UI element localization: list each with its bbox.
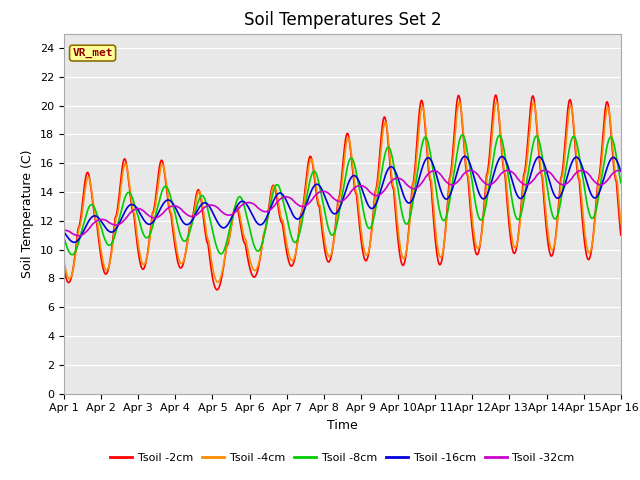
Tsoil -8cm bbox=[617, 179, 625, 184]
Tsoil -8cm bbox=[458, 132, 466, 138]
Line: Tsoil -2cm: Tsoil -2cm bbox=[64, 95, 621, 290]
Tsoil -2cm bbox=[60, 265, 68, 271]
Tsoil -8cm bbox=[60, 235, 68, 241]
Tsoil -2cm bbox=[397, 257, 404, 263]
Line: Tsoil -4cm: Tsoil -4cm bbox=[64, 102, 621, 282]
Tsoil -4cm bbox=[617, 220, 625, 226]
Tsoil -4cm bbox=[397, 248, 404, 253]
Tsoil -16cm bbox=[461, 153, 468, 159]
Text: VR_met: VR_met bbox=[72, 48, 113, 58]
Tsoil -2cm bbox=[617, 232, 625, 238]
Tsoil -32cm bbox=[406, 185, 414, 191]
Tsoil -2cm bbox=[406, 205, 414, 211]
Tsoil -8cm bbox=[216, 251, 223, 256]
Y-axis label: Soil Temperature (C): Soil Temperature (C) bbox=[22, 149, 35, 278]
Tsoil -32cm bbox=[60, 228, 68, 233]
Tsoil -4cm bbox=[214, 279, 221, 285]
Tsoil -2cm bbox=[492, 92, 499, 98]
Tsoil -4cm bbox=[493, 99, 500, 105]
Tsoil -4cm bbox=[60, 258, 68, 264]
Tsoil -8cm bbox=[180, 238, 188, 244]
Tsoil -2cm bbox=[617, 231, 625, 237]
Tsoil -16cm bbox=[180, 220, 188, 226]
Tsoil -16cm bbox=[564, 170, 572, 176]
Tsoil -32cm bbox=[75, 233, 83, 239]
Tsoil -32cm bbox=[617, 168, 625, 174]
Tsoil -8cm bbox=[406, 212, 414, 218]
Tsoil -2cm bbox=[216, 283, 223, 288]
Tsoil -32cm bbox=[615, 168, 623, 173]
Tsoil -4cm bbox=[564, 115, 572, 120]
Tsoil -4cm bbox=[216, 277, 223, 283]
Tsoil -32cm bbox=[216, 207, 223, 213]
Tsoil -2cm bbox=[213, 287, 221, 293]
Line: Tsoil -8cm: Tsoil -8cm bbox=[64, 135, 621, 255]
Tsoil -16cm bbox=[617, 168, 625, 174]
Legend: Tsoil -2cm, Tsoil -4cm, Tsoil -8cm, Tsoil -16cm, Tsoil -32cm: Tsoil -2cm, Tsoil -4cm, Tsoil -8cm, Tsoi… bbox=[106, 448, 579, 467]
Tsoil -2cm bbox=[179, 261, 187, 266]
Tsoil -16cm bbox=[406, 199, 414, 205]
Tsoil -16cm bbox=[60, 229, 68, 235]
Line: Tsoil -16cm: Tsoil -16cm bbox=[64, 156, 621, 242]
Tsoil -4cm bbox=[179, 259, 187, 264]
Tsoil -8cm bbox=[68, 252, 76, 258]
Tsoil -8cm bbox=[397, 204, 404, 210]
Tsoil -32cm bbox=[180, 209, 188, 215]
Tsoil -32cm bbox=[397, 176, 404, 182]
Tsoil -4cm bbox=[406, 211, 414, 217]
Tsoil -8cm bbox=[564, 152, 572, 158]
Tsoil -8cm bbox=[617, 180, 625, 186]
Tsoil -2cm bbox=[564, 103, 572, 109]
Tsoil -32cm bbox=[564, 180, 572, 185]
Tsoil -16cm bbox=[70, 240, 78, 245]
Tsoil -16cm bbox=[397, 184, 404, 190]
Line: Tsoil -32cm: Tsoil -32cm bbox=[64, 170, 621, 236]
Tsoil -32cm bbox=[617, 168, 625, 173]
Tsoil -16cm bbox=[617, 168, 625, 174]
Tsoil -4cm bbox=[617, 219, 625, 225]
Tsoil -16cm bbox=[216, 222, 223, 228]
X-axis label: Time: Time bbox=[327, 419, 358, 432]
Title: Soil Temperatures Set 2: Soil Temperatures Set 2 bbox=[244, 11, 441, 29]
